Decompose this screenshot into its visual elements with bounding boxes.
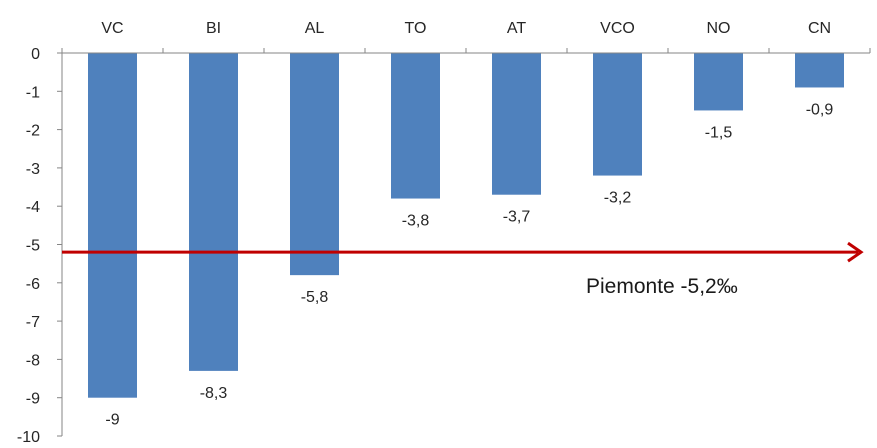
y-tick-label: -3: [26, 161, 40, 178]
bar-no: [694, 53, 743, 111]
bar-al: [290, 53, 339, 276]
y-tick-label: -4: [26, 199, 40, 216]
reference-arrowhead: [847, 241, 864, 263]
y-tick-label: -7: [26, 314, 40, 331]
y-tick-label: -2: [26, 123, 40, 140]
reference-label: Piemonte -5,2‰: [586, 275, 738, 298]
data-label: -8,3: [200, 385, 228, 402]
category-labels: VC BI AL TO AT VCO NO CN: [101, 20, 831, 37]
y-tick-label: -1: [26, 84, 40, 101]
bar-bi: [189, 53, 238, 371]
data-label: -3,2: [604, 190, 632, 207]
y-axis-ticks: 0 -1 -2 -3 -4 -5 -6 -7 -8 -9 -10: [17, 46, 40, 446]
bars: [88, 53, 844, 398]
y-tick-label: -6: [26, 276, 40, 293]
category-label: VCO: [600, 20, 635, 37]
bar-at: [492, 53, 541, 195]
category-label: VC: [101, 20, 123, 37]
data-label: -0,9: [806, 101, 834, 118]
bar-vc: [88, 53, 137, 398]
data-label: -3,8: [402, 213, 430, 230]
data-labels: -9 -8,3 -5,8 -3,8 -3,7 -3,2 -1,5 -0,9: [105, 101, 833, 428]
bar-vco: [593, 53, 642, 176]
data-label: -9: [105, 412, 119, 429]
category-label: NO: [707, 20, 731, 37]
reference-line-group: Piemonte -5,2‰: [62, 241, 864, 298]
category-label: AT: [507, 20, 526, 37]
category-label: BI: [206, 20, 221, 37]
axes: [57, 48, 871, 437]
category-label: CN: [808, 20, 831, 37]
category-label: TO: [405, 20, 427, 37]
data-label: -3,7: [503, 209, 531, 226]
y-tick-label: -10: [17, 429, 40, 446]
category-label: AL: [305, 20, 325, 37]
data-label: -1,5: [705, 124, 733, 141]
y-tick-label: -9: [26, 391, 40, 408]
y-tick-label: -8: [26, 352, 40, 369]
data-label: -5,8: [301, 289, 329, 306]
bar-to: [391, 53, 440, 199]
y-tick-label: 0: [31, 46, 40, 63]
y-tick-label: -5: [26, 238, 40, 255]
bar-cn: [795, 53, 844, 88]
